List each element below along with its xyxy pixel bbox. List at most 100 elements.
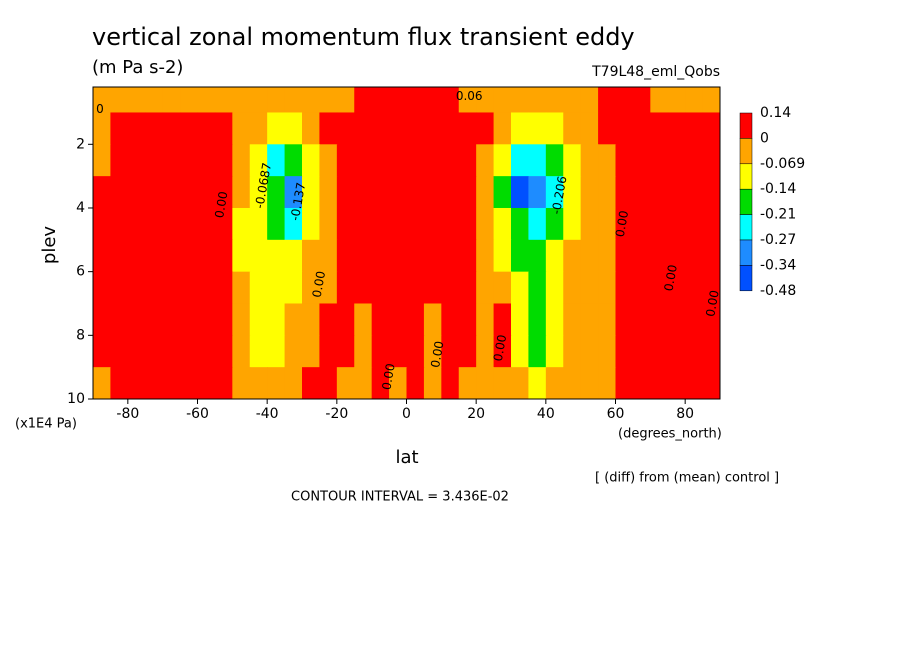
field-cell	[180, 367, 199, 399]
field-cell	[180, 271, 199, 305]
field-cell	[632, 335, 651, 368]
field-cell	[145, 176, 164, 209]
field-cell	[214, 87, 233, 114]
field-cell	[302, 239, 321, 273]
colorbar-label: -0.14	[760, 181, 796, 197]
field-cell	[214, 271, 233, 305]
field-cell	[580, 144, 599, 177]
field-cell	[458, 87, 477, 114]
field-cell	[302, 144, 321, 177]
colorbar-box	[739, 138, 753, 165]
field-cell	[336, 335, 355, 368]
field-cell	[702, 335, 720, 368]
field-cell	[284, 303, 303, 336]
field-cell	[685, 367, 704, 399]
field-cell	[580, 207, 599, 241]
field-cell	[632, 271, 651, 305]
field-cell	[267, 367, 286, 399]
field-cell	[319, 144, 338, 177]
field-cell	[702, 112, 720, 145]
field-cell	[371, 144, 390, 177]
field-cell	[458, 112, 477, 145]
field-cell	[702, 303, 720, 336]
field-cell	[598, 176, 617, 209]
field-cell	[302, 335, 321, 368]
field-cell	[197, 176, 216, 209]
field-cell	[302, 271, 321, 305]
field-cell	[632, 87, 651, 114]
field-cell	[563, 239, 582, 273]
field-cell	[267, 335, 286, 368]
x-axis-label: lat	[395, 447, 418, 468]
contour-label: 0.00	[703, 289, 721, 318]
field-cell	[702, 367, 720, 399]
field-cell	[371, 87, 390, 114]
field-cell	[667, 271, 686, 305]
field-cell	[667, 367, 686, 399]
field-cell	[598, 303, 617, 336]
field-cell	[632, 207, 651, 241]
field-cell	[232, 87, 251, 114]
field-cell	[319, 335, 338, 368]
field-cell	[476, 176, 495, 209]
field-cell	[232, 303, 251, 336]
field-cell	[441, 87, 460, 114]
colorbar-box	[739, 214, 753, 241]
field-cell	[441, 144, 460, 177]
field-cell	[371, 239, 390, 273]
field-cell	[598, 271, 617, 305]
field-cell	[458, 144, 477, 177]
field-cell	[493, 335, 512, 368]
x-tick-label: 80	[676, 406, 694, 422]
field-cell	[667, 335, 686, 368]
field-cell	[93, 207, 112, 241]
field-cell	[336, 367, 355, 399]
field-cell	[162, 87, 181, 114]
field-cell	[406, 207, 425, 241]
x-tick-label: 20	[467, 406, 485, 422]
field-cell	[563, 271, 582, 305]
field-cell	[336, 239, 355, 273]
field-cell	[110, 176, 129, 209]
field-cell	[389, 303, 408, 336]
field-cell	[493, 144, 512, 177]
field-cell	[667, 144, 686, 177]
field-cell	[632, 303, 651, 336]
field-cell	[162, 335, 181, 368]
field-cell	[580, 239, 599, 273]
field-cell	[284, 207, 303, 241]
field-cell	[371, 367, 390, 399]
contour-label: 0.00	[212, 190, 230, 219]
field-cell	[145, 239, 164, 273]
field-cell	[319, 303, 338, 336]
colorbar-label: 0.14	[760, 105, 791, 121]
field-cell	[685, 335, 704, 368]
x-tick-label: -80	[116, 406, 139, 422]
field-cell	[493, 112, 512, 145]
field-cell	[336, 207, 355, 241]
field-cell	[441, 367, 460, 399]
field-cell	[615, 176, 634, 209]
field-cell	[127, 112, 146, 145]
field-cell	[249, 112, 268, 145]
y-tick-label: 8	[76, 327, 85, 343]
field-cell	[406, 303, 425, 336]
field-cell	[127, 207, 146, 241]
field-cell	[406, 335, 425, 368]
y-tick-label: 6	[76, 264, 85, 280]
field-cell	[180, 335, 199, 368]
field-cell	[162, 112, 181, 145]
field-cell	[371, 176, 390, 209]
field-cell	[563, 112, 582, 145]
field-cell	[145, 87, 164, 114]
field-cell	[685, 112, 704, 145]
field-cell	[93, 271, 112, 305]
field-cell	[354, 367, 373, 399]
field-cell	[336, 176, 355, 209]
field-cell	[180, 303, 199, 336]
contour-label: 0.00	[662, 264, 680, 293]
colorbar-label: -0.48	[760, 283, 796, 299]
x-tick-label: 40	[537, 406, 555, 422]
field-cell	[563, 367, 582, 399]
field-cell	[580, 303, 599, 336]
